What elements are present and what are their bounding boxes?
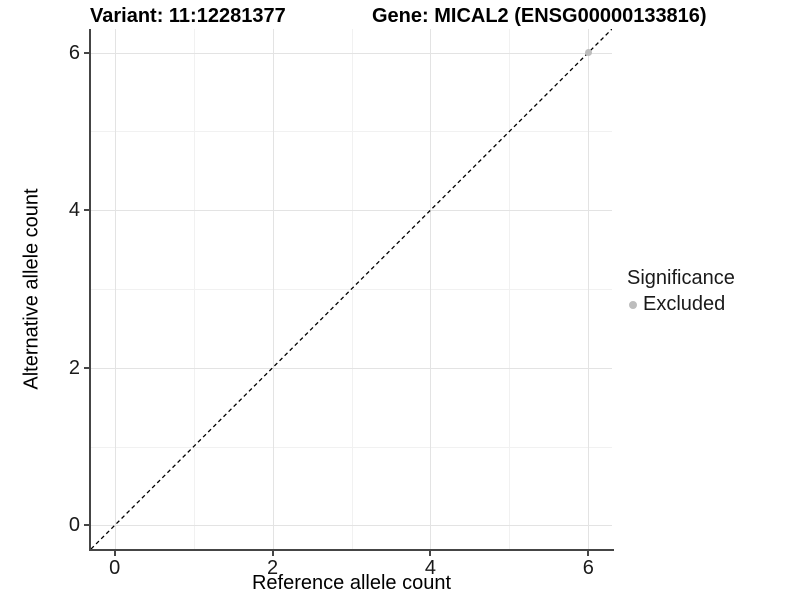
x-tick-label: 6	[582, 557, 594, 579]
data-point-excluded	[584, 49, 592, 57]
x-tick-mark	[271, 551, 274, 556]
legend-key-dot	[629, 300, 637, 309]
x-tick-label: 4	[424, 557, 436, 579]
x-tick-mark	[429, 551, 432, 556]
gridline-x-major	[430, 29, 432, 549]
plot-title-variant: Variant: 11:12281377	[90, 5, 286, 27]
x-axis: 0 2 4 6	[91, 551, 612, 595]
y-tick-mark	[84, 366, 89, 369]
y-tick-mark	[84, 51, 89, 54]
gridline-x-major	[272, 29, 274, 549]
gridline-y-minor	[91, 131, 612, 133]
gridline-x-major	[588, 29, 590, 549]
plot-title-gene: Gene: MICAL2 (ENSG00000133816)	[372, 5, 707, 27]
legend-item: Excluded	[627, 293, 735, 316]
gridline-y-minor	[91, 446, 612, 448]
y-tick-label: 4	[68, 199, 80, 222]
gridline-x-major	[114, 29, 116, 549]
x-tick-label: 0	[109, 557, 121, 579]
x-tick-mark	[587, 551, 590, 556]
gridline-y-major	[91, 210, 612, 212]
y-axis: 0 2 4 6	[40, 29, 89, 551]
y-axis-line	[89, 29, 91, 551]
y-tick-label: 2	[68, 356, 80, 379]
legend-title: Significance	[627, 267, 735, 289]
y-axis-title: Alternative allele count	[20, 188, 43, 390]
reference-line-layer	[91, 29, 612, 549]
gridline-y-major	[91, 525, 612, 527]
legend-items: Excluded	[627, 293, 735, 316]
gridline-y-major	[91, 367, 612, 369]
legend: Significance Excluded	[627, 266, 735, 316]
x-axis-title: Reference allele count	[251, 572, 451, 594]
y-tick-mark	[84, 209, 89, 212]
x-axis-line	[89, 549, 614, 551]
y-tick-mark	[84, 524, 89, 527]
gridline-y-major	[91, 52, 612, 54]
plot-panel	[91, 29, 612, 549]
y-tick-label: 0	[68, 514, 80, 537]
x-tick-label: 2	[266, 557, 279, 579]
legend-item-label: Excluded	[643, 293, 726, 315]
y-tick-label: 6	[68, 41, 80, 64]
x-tick-mark	[113, 551, 116, 556]
identity-line	[91, 29, 612, 549]
